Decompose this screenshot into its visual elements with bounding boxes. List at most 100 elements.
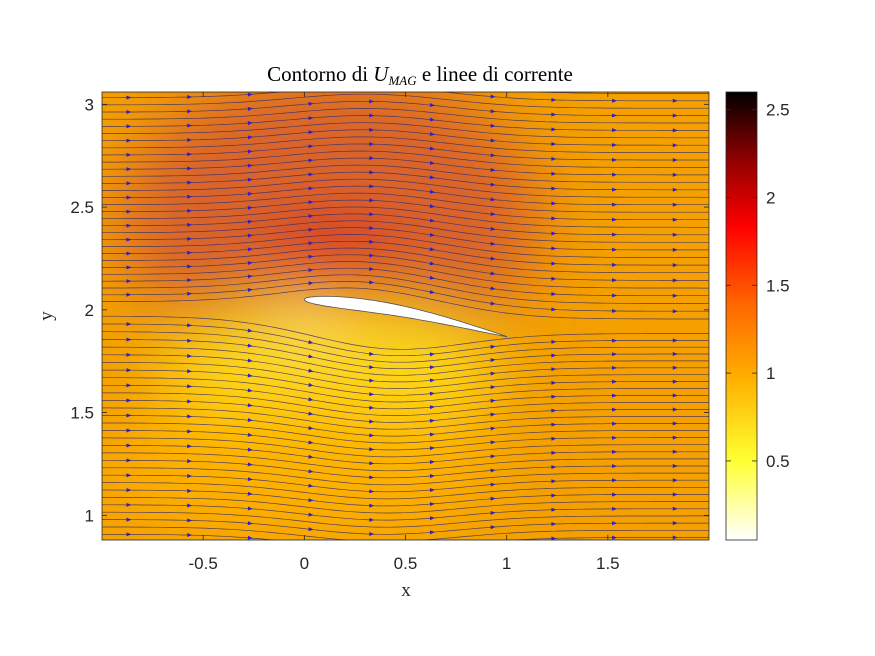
field-peak-leading-edge — [260, 230, 400, 310]
streamline-arrow — [612, 308, 618, 313]
streamline-arrow — [187, 250, 193, 255]
streamline-arrow — [551, 276, 557, 281]
colorbar-tick-label: 2 — [766, 188, 775, 207]
streamline-arrow — [187, 488, 193, 493]
streamline-arrow — [126, 322, 132, 327]
streamline-arrow — [490, 412, 496, 417]
streamline-arrow — [187, 444, 193, 449]
colorbar-tick-label: 0.5 — [766, 452, 790, 471]
streamline-arrow — [612, 535, 618, 540]
streamline-arrow — [126, 352, 132, 357]
streamline-arrow — [551, 479, 557, 484]
streamline-arrow — [551, 493, 557, 498]
streamline — [102, 519, 709, 535]
streamline-arrow — [247, 177, 253, 182]
streamline-arrow — [612, 128, 618, 133]
streamline-arrow — [429, 261, 435, 266]
streamline-arrow — [247, 521, 253, 526]
streamline-arrow — [308, 200, 314, 205]
streamline-arrow — [612, 278, 618, 283]
streamline-arrow — [187, 194, 193, 199]
streamline-arrow — [551, 380, 557, 385]
streamline — [102, 474, 709, 493]
streamline — [102, 185, 709, 206]
streamline-arrow — [490, 94, 496, 99]
y-tick-label: 3 — [85, 95, 94, 114]
streamline-arrow — [612, 172, 618, 177]
streamline-arrow — [369, 475, 375, 480]
streamline-arrow — [126, 292, 132, 297]
streamline-arrow — [551, 112, 557, 117]
streamline-arrow — [429, 446, 435, 451]
streamline-arrow — [126, 458, 132, 463]
streamline — [102, 100, 709, 116]
streamline-arrow — [612, 407, 618, 412]
streamline — [102, 354, 709, 383]
streamline-arrow — [126, 95, 132, 100]
streamline-arrow — [612, 464, 618, 469]
streamline-arrow — [490, 426, 496, 431]
y-axis-label: y — [36, 311, 57, 321]
streamline-arrow — [247, 205, 253, 210]
streamline-arrow — [247, 403, 253, 408]
streamline-arrow — [187, 278, 193, 283]
streamline-arrow — [247, 287, 253, 292]
streamline-arrow — [429, 218, 435, 223]
streamline-arrow — [247, 373, 253, 378]
streamline-arrow — [369, 419, 375, 424]
streamline-arrow — [612, 421, 618, 426]
streamline-arrow — [490, 197, 496, 202]
streamline — [102, 143, 709, 161]
streamline-arrow — [429, 432, 435, 437]
streamline-arrow — [672, 393, 678, 398]
streamline-arrow — [369, 503, 375, 508]
streamline-arrow — [308, 130, 314, 135]
streamline-arrow — [187, 222, 193, 227]
streamline — [102, 274, 709, 304]
streamline — [102, 287, 709, 320]
streamline-arrow — [187, 459, 193, 464]
streamline-arrow — [126, 517, 132, 522]
y-tick-label: 2.5 — [70, 198, 94, 217]
streamline-arrow — [369, 378, 375, 383]
streamline-arrow — [187, 123, 193, 128]
streamline-arrow — [612, 247, 618, 252]
streamline-arrow — [126, 152, 132, 157]
streamline-arrow — [187, 291, 193, 296]
streamline — [102, 452, 709, 472]
streamline — [102, 415, 709, 437]
streamline-arrows — [126, 92, 678, 548]
streamline — [102, 369, 709, 396]
streamline-arrow — [672, 435, 678, 440]
streamline-arrow — [429, 247, 435, 252]
streamline-arrow — [672, 379, 678, 384]
streamline-arrow — [429, 175, 435, 180]
streamline-arrow — [126, 237, 132, 242]
streamline-arrow — [430, 544, 435, 548]
streamline-arrow — [369, 226, 375, 231]
streamline-arrow — [429, 103, 435, 108]
streamline-arrow — [490, 358, 496, 363]
streamline-arrow — [672, 449, 678, 454]
streamline-arrow — [247, 191, 253, 196]
airfoil — [303, 295, 508, 338]
streamline-arrow — [369, 198, 375, 203]
streamline-arrow — [429, 460, 435, 465]
streamline-arrow — [490, 371, 496, 376]
streamline-arrow — [490, 301, 496, 306]
streamline-arrow — [369, 127, 375, 132]
streamline-arrow — [126, 124, 132, 129]
streamline-arrow — [672, 263, 678, 268]
streamline-arrow — [551, 231, 557, 236]
streamline-arrow — [308, 241, 314, 246]
streamline-arrow — [187, 338, 193, 343]
chart-title-subscript: MAG — [387, 73, 417, 88]
streamline-arrow — [247, 432, 253, 437]
streamline-arrow — [429, 146, 435, 151]
x-tick-label: -0.5 — [189, 554, 218, 573]
streamline-arrow — [308, 440, 314, 445]
streamline — [102, 213, 709, 236]
streamline — [102, 377, 709, 403]
streamline-arrow — [551, 216, 557, 221]
streamline-arrow — [126, 167, 132, 172]
